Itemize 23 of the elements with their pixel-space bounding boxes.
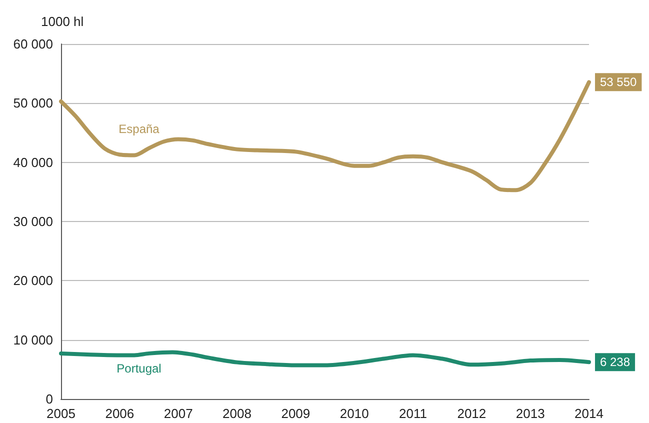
y-tick-label: 0 (46, 392, 53, 406)
y-axis-title: 1000 hl (41, 14, 84, 29)
y-tick-label: 10 000 (13, 332, 53, 348)
y-tick-label: 40 000 (13, 154, 53, 170)
x-tick-label: 2009 (281, 406, 310, 421)
data-label: 6 238 (600, 355, 630, 370)
x-tick-label: 2010 (340, 406, 369, 421)
y-tick-label: 50 000 (13, 96, 53, 111)
y-tick-label: 60 000 (13, 36, 53, 52)
x-tick-label: 2011 (399, 406, 427, 421)
x-tick-label: 2005 (46, 406, 76, 421)
x-tick-label: 2013 (516, 406, 545, 421)
x-tick-label: 2007 (164, 406, 193, 421)
data-label: 53 550 (600, 75, 638, 90)
x-tick-label: 2006 (105, 406, 134, 421)
series-label: Portugal (116, 361, 162, 376)
x-tick-label: 2014 (574, 406, 604, 421)
y-tick-label: 30 000 (13, 214, 53, 229)
line-series (59, 80, 591, 192)
x-tick-label: 2008 (222, 406, 252, 421)
series-label: España (118, 122, 160, 136)
y-tick-label: 20 000 (13, 273, 53, 288)
x-tick-label: 2012 (457, 406, 486, 421)
